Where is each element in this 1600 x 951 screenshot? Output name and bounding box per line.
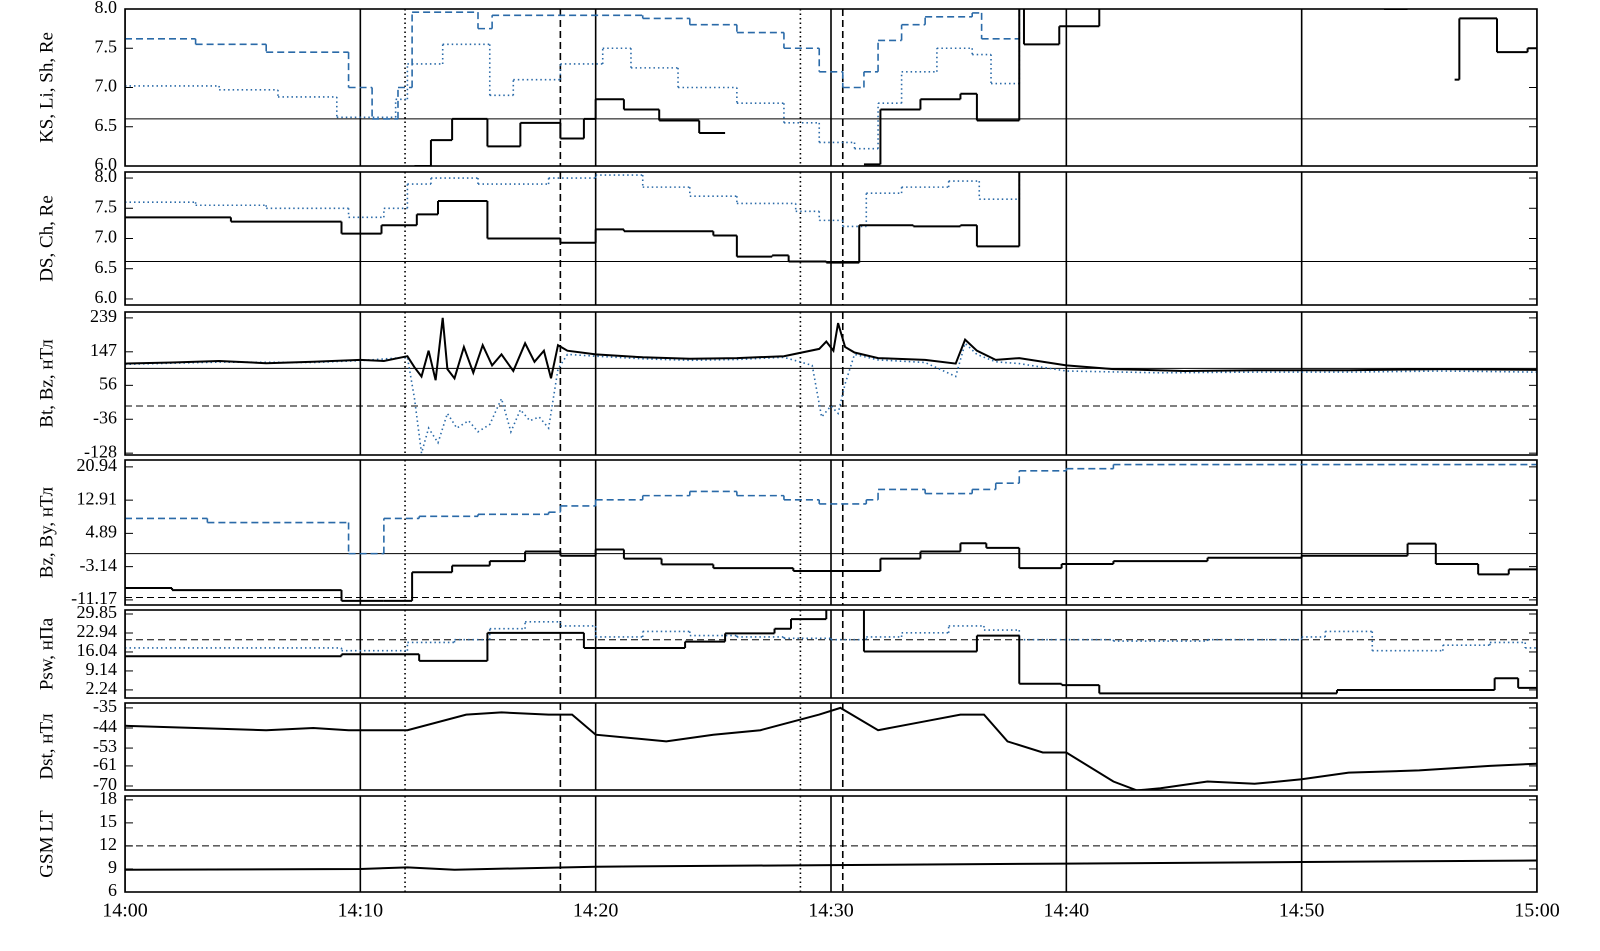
y-axis-label: Psw, нПа [36,617,57,690]
y-tick-label: 29.85 [77,602,118,622]
panel-frame [124,311,1538,456]
y-axis-label: Dst, нТл [36,713,57,780]
y-tick-label: 7.5 [95,196,118,216]
plot-area [125,172,1537,305]
panel: DS, Ch, Re 6.0 6.5 7.0 7.5 8.0 [36,166,1538,307]
y-tick-label: 56 [99,373,117,393]
y-axis-label: KS, Li, Sh, Re [36,32,57,143]
y-tick-label: 6.5 [95,115,118,135]
y-tick-label: -53 [93,736,117,756]
y-tick-label: 9 [108,857,117,877]
y-axis-label: GSM LT [36,810,57,878]
y-tick-label: 8.0 [95,0,118,17]
panel: GSM LT 6 9 12 15 18 [36,788,1538,900]
y-tick-label: 9.14 [86,659,118,679]
panel-frame [124,795,1538,893]
plot-area [125,312,1537,455]
y-tick-label: 18 [99,788,117,808]
panel: KS, Li, Sh, Re 6.0 6.5 7.0 7.5 8.0 [36,0,1538,174]
y-tick-label: -128 [84,441,117,461]
y-tick-label: -3.14 [80,555,118,575]
y-tick-label: 16.04 [77,640,118,660]
y-tick-label: 7.5 [95,36,118,56]
panel-frame [124,171,1538,306]
y-tick-label: -44 [93,716,117,736]
y-tick-label: 12 [99,834,117,854]
series-line [125,706,1537,790]
y-tick-label: 239 [90,306,117,326]
x-tick-label: 15:00 [1514,900,1560,922]
panel: Dst, нТл -70-61-53-44-35 [36,696,1538,794]
plot-area [125,460,1537,605]
y-tick-label: 15 [99,811,117,831]
plot-area [125,796,1537,892]
series-line [125,859,1537,871]
y-axis-label: DS, Ch, Re [36,195,57,282]
plot-area [125,703,1537,790]
y-tick-label: -36 [93,407,117,427]
x-tick-label: 14:10 [338,900,384,922]
y-tick-label: 6.0 [95,287,118,307]
y-tick-label: 2.24 [86,678,118,698]
series-line [125,317,1537,381]
y-tick-label: 6.5 [95,257,118,277]
x-tick-label: 14:30 [808,900,854,922]
y-tick-label: 7.0 [95,227,118,247]
series-line [125,341,1537,454]
y-tick-label: -61 [93,754,117,774]
panel-frame [124,609,1538,699]
y-tick-label: 12.91 [77,488,118,508]
x-tick-label: 14:00 [102,900,148,922]
y-axis-label: Bz, By, нТл [36,486,57,578]
y-tick-label: 8.0 [95,166,118,186]
y-tick-label: -70 [93,774,117,794]
panel: Bt, Bz, нТл -128 -36 56 147 239 [36,306,1538,461]
y-tick-label: 7.0 [95,76,118,96]
y-tick-label: 147 [90,340,117,360]
panel: Bz, By, нТл -11.17 -3.14 4.89 12.91 20.94 [36,455,1538,608]
y-tick-label: 4.89 [86,521,118,541]
y-tick-label: 6.0 [95,154,118,174]
panel-frame [124,459,1538,606]
y-tick-label: -11.17 [71,588,117,608]
y-tick-label: 6 [108,880,117,900]
panel-frame [124,8,1538,167]
plot-area [125,9,1537,166]
x-tick-label: 14:50 [1279,900,1325,922]
plot-area [125,610,1537,698]
y-tick-label: 20.94 [77,455,118,475]
panel-frame [124,702,1538,791]
y-axis-label: Bt, Bz, нТл [36,339,57,428]
y-tick-label: 22.94 [77,621,118,641]
x-tick-label: 14:20 [573,900,619,922]
y-tick-label: -35 [93,696,117,716]
x-tick-label: 14:40 [1044,900,1090,922]
